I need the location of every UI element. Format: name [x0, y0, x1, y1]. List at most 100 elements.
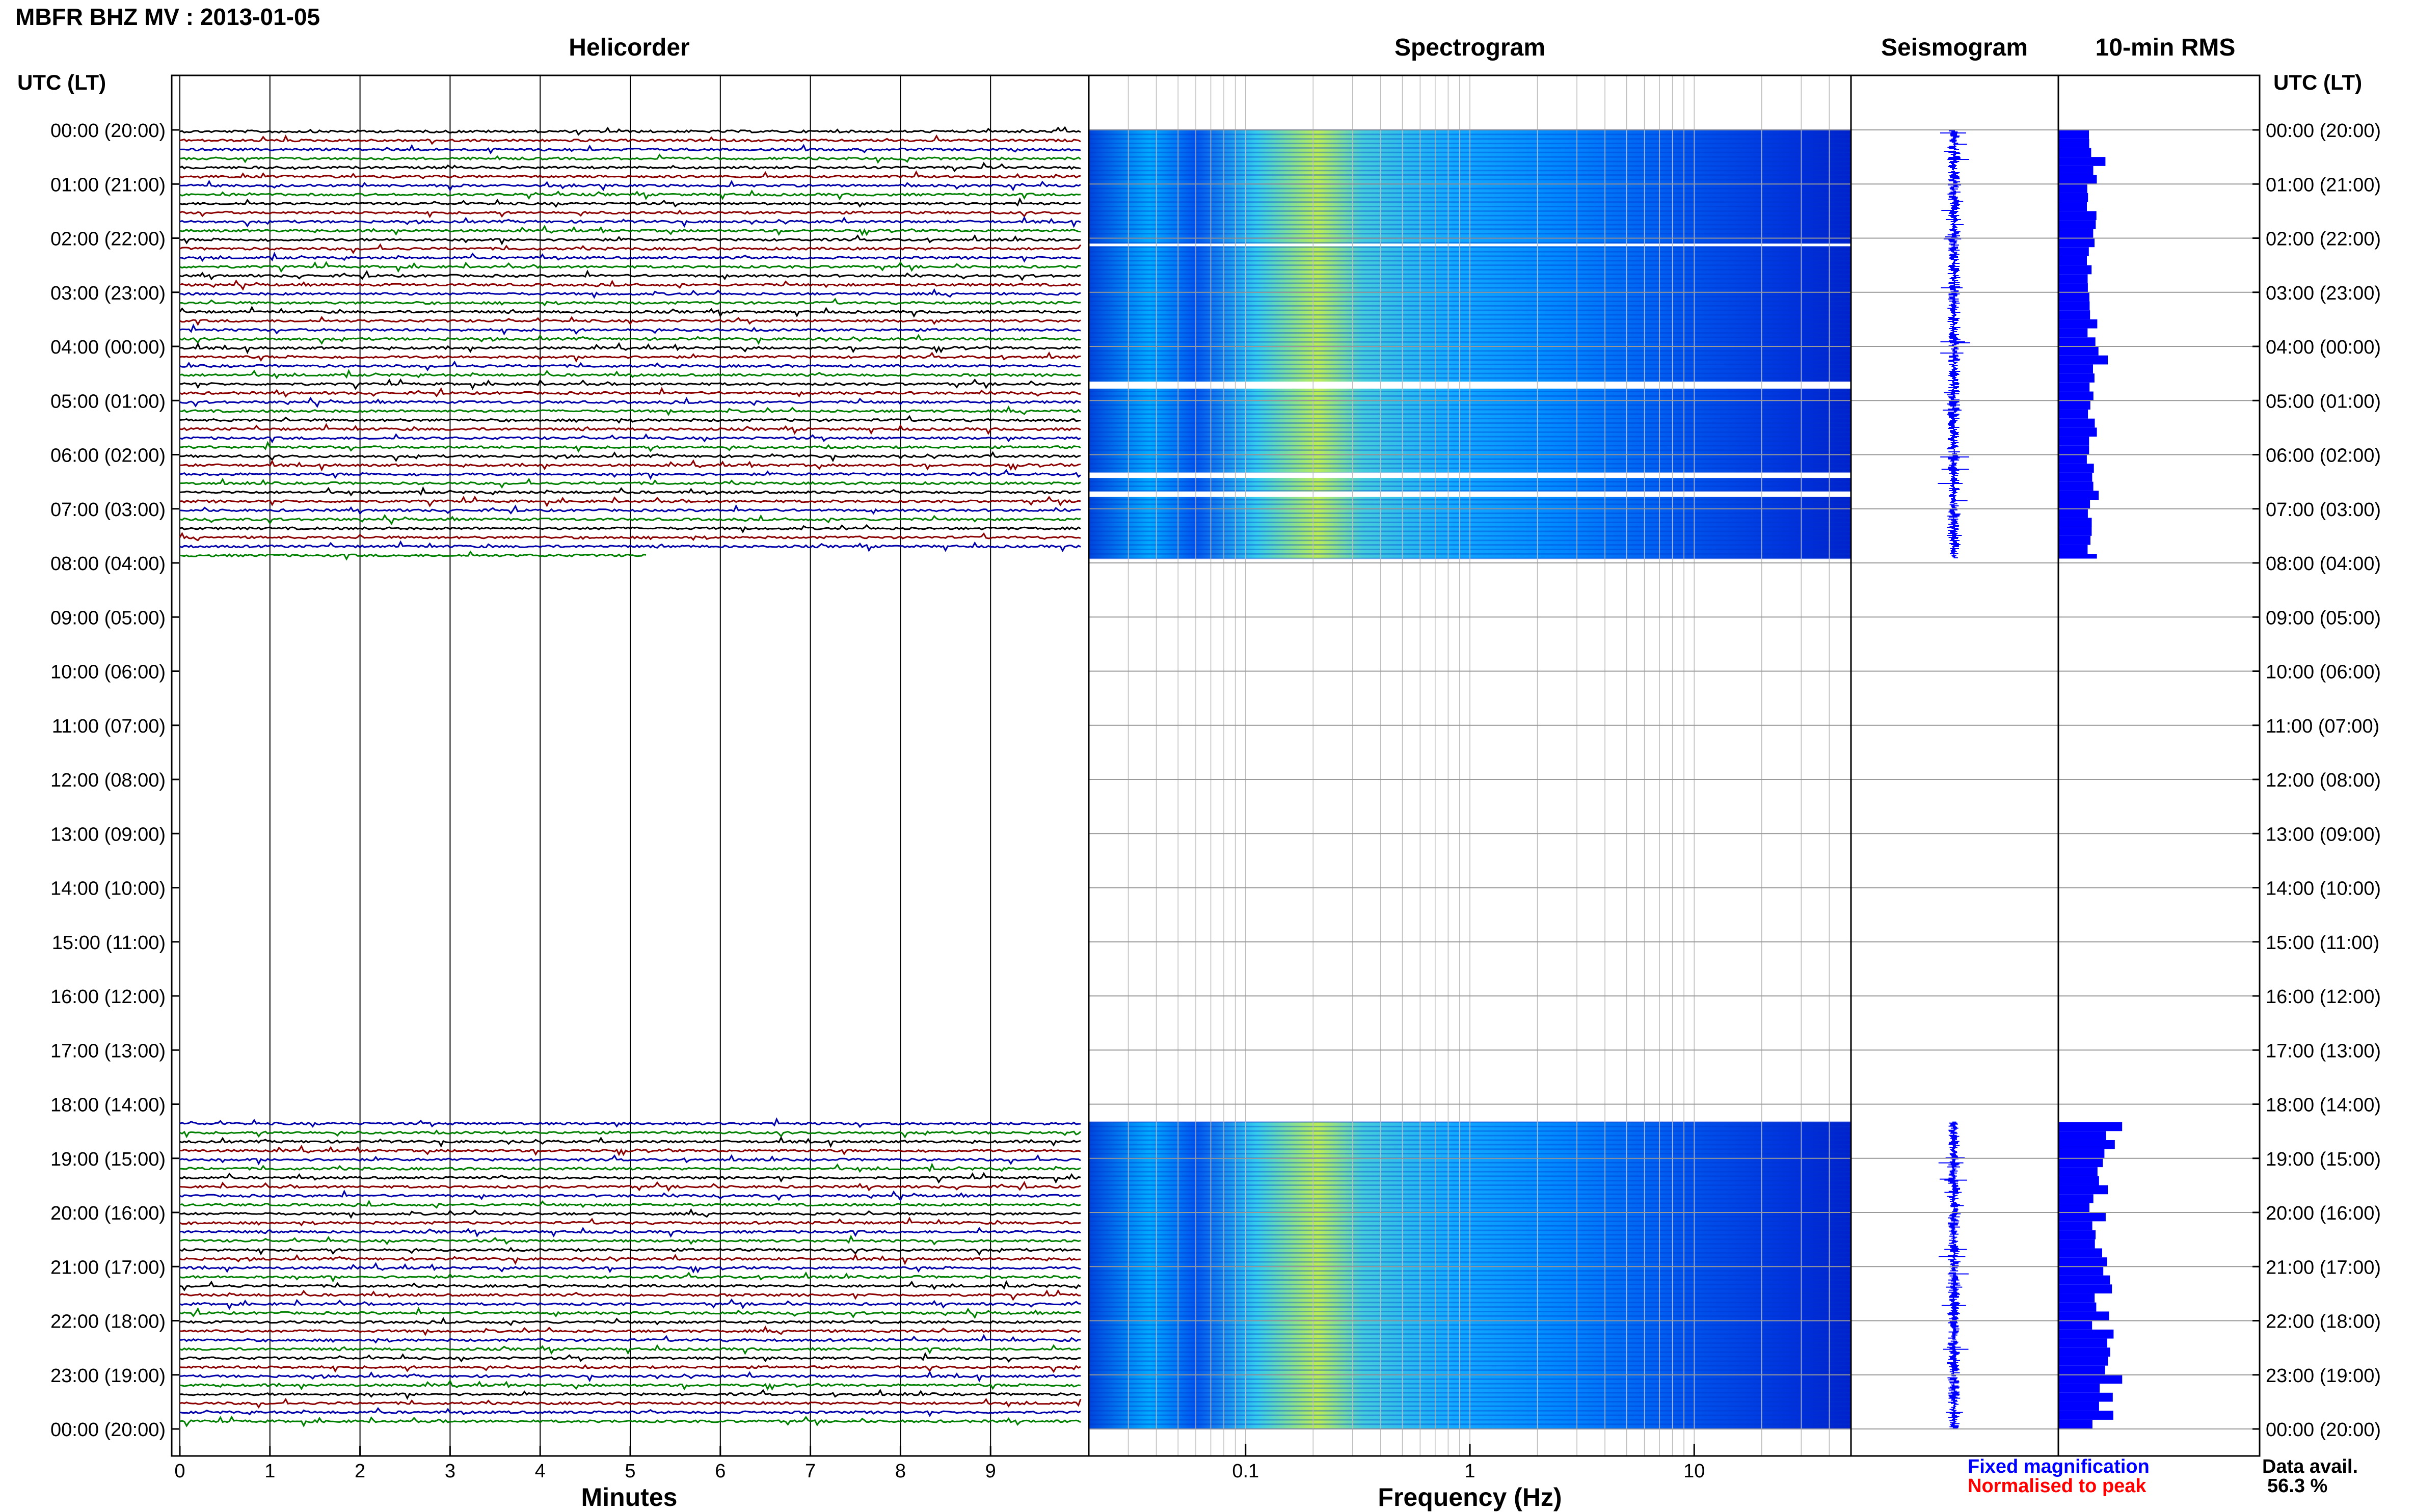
- rms-title: 10-min RMS: [2096, 34, 2236, 62]
- rms-bar: [2058, 364, 2093, 373]
- figure-title: MBFR BHZ MV : 2013-01-05: [15, 3, 320, 31]
- rms-bar: [2058, 229, 2093, 238]
- rms-bar: [2058, 410, 2088, 419]
- rms-bar: [2058, 554, 2097, 558]
- time-label-left: 03:00 (23:00): [50, 283, 166, 304]
- time-label-right: 06:00 (02:00): [2266, 445, 2381, 467]
- time-label-right: 03:00 (23:00): [2266, 283, 2381, 304]
- time-label-left: 00:00 (20:00): [50, 120, 166, 142]
- minute-tick-label: 8: [895, 1461, 906, 1482]
- rms-bar: [2058, 1366, 2105, 1375]
- rms-bar: [2058, 455, 2087, 464]
- rms-bar: [2058, 1276, 2110, 1285]
- time-label-left: 11:00 (07:00): [52, 716, 166, 737]
- time-label-left: 09:00 (05:00): [50, 607, 166, 629]
- time-label-left: 04:00 (00:00): [50, 337, 166, 358]
- minute-tick-label: 5: [625, 1461, 635, 1482]
- rms-bar: [2058, 427, 2097, 437]
- rms-bar: [2058, 1167, 2098, 1176]
- data-avail-label: Data avail.: [2262, 1456, 2358, 1478]
- rms-bar: [2058, 184, 2087, 193]
- spectrogram-tick-label: 0.1: [1232, 1461, 1259, 1482]
- rms-bar: [2058, 1384, 2100, 1393]
- rms-bar: [2058, 346, 2099, 356]
- time-label-right: 01:00 (21:00): [2266, 174, 2381, 196]
- rms-bar: [2058, 1320, 2092, 1330]
- rms-bar: [2058, 383, 2089, 392]
- rms-bar: [2058, 1221, 2092, 1230]
- rms-bar: [2058, 319, 2097, 329]
- minute-tick-label: 0: [174, 1461, 185, 1482]
- time-label-right: 23:00 (19:00): [2266, 1365, 2381, 1387]
- minute-tick-label: 6: [715, 1461, 726, 1482]
- time-label-right: 02:00 (22:00): [2266, 229, 2381, 250]
- rms-bar: [2058, 310, 2090, 319]
- time-label-left: 15:00 (11:00): [52, 932, 166, 954]
- time-label-left: 06:00 (02:00): [50, 445, 166, 467]
- time-label-right: 12:00 (08:00): [2266, 770, 2381, 791]
- rms-bar: [2058, 419, 2095, 428]
- time-label-left: 08:00 (04:00): [50, 553, 166, 575]
- time-label-right: 15:00 (11:00): [2266, 932, 2379, 954]
- rms-bar: [2058, 1311, 2109, 1320]
- rms-bar: [2058, 1347, 2110, 1357]
- rms-bar: [2058, 509, 2088, 518]
- time-label-right: 10:00 (06:00): [2266, 662, 2381, 683]
- time-label-left: 07:00 (03:00): [50, 499, 166, 521]
- minute-tick-label: 2: [355, 1461, 365, 1482]
- rms-bar: [2058, 545, 2087, 554]
- rms-bar: [2058, 148, 2091, 157]
- rms-bar: [2058, 202, 2087, 211]
- rms-bar: [2058, 1140, 2115, 1149]
- rms-bar: [2058, 1203, 2089, 1212]
- time-label-left: 10:00 (06:00): [50, 662, 166, 683]
- time-label-right: 00:00 (20:00): [2266, 120, 2381, 142]
- rms-bar: [2058, 464, 2094, 473]
- time-label-right: 14:00 (10:00): [2266, 878, 2381, 900]
- rms-bar: [2058, 1339, 2107, 1348]
- time-label-left: 01:00 (21:00): [50, 174, 166, 196]
- rms-bar: [2058, 130, 2089, 139]
- rms-bar: [2058, 373, 2095, 383]
- rms-bar: [2058, 238, 2095, 248]
- rms-bar: [2058, 274, 2088, 283]
- minute-tick-label: 7: [805, 1461, 816, 1482]
- helicorder-title: Helicorder: [569, 34, 689, 62]
- rms-bar: [2058, 356, 2108, 365]
- seismogram-trace: [1939, 1122, 1969, 1429]
- rms-bar: [2058, 139, 2089, 148]
- time-label-right: 13:00 (09:00): [2266, 824, 2381, 845]
- rms-bar: [2058, 1303, 2096, 1312]
- rms-bar: [2058, 473, 2092, 482]
- minute-tick-label: 9: [985, 1461, 996, 1482]
- spectrogram-title: Spectrogram: [1394, 34, 1545, 62]
- rms-bar: [2058, 446, 2089, 455]
- time-label-left: 17:00 (13:00): [50, 1040, 166, 1062]
- rms-bar: [2058, 265, 2091, 275]
- rms-bar: [2058, 1293, 2095, 1303]
- rms-bar: [2058, 301, 2089, 310]
- rms-bar: [2058, 1131, 2106, 1140]
- spectrogram-panel: [1089, 75, 1851, 1456]
- rms-bar: [2058, 536, 2090, 545]
- rms-bar: [2058, 1194, 2094, 1203]
- rms-bar: [2058, 1212, 2106, 1222]
- rms-bar: [2058, 283, 2088, 292]
- rms-bar: [2058, 329, 2087, 338]
- rms-bar: [2058, 437, 2089, 446]
- time-label-right: 22:00 (18:00): [2266, 1311, 2381, 1333]
- rms-bar: [2058, 1230, 2096, 1239]
- rms-bar: [2058, 1284, 2112, 1293]
- spectrogram-xlabel: Frequency (Hz): [1378, 1482, 1562, 1512]
- rms-bar: [2058, 1122, 2122, 1131]
- time-label-left: 00:00 (20:00): [50, 1419, 166, 1441]
- time-label-left: 12:00 (08:00): [50, 770, 166, 791]
- time-label-left: 20:00 (16:00): [50, 1203, 166, 1224]
- time-label-right: 20:00 (16:00): [2266, 1203, 2381, 1224]
- rms-bar: [2058, 1420, 2092, 1429]
- data-avail-value: 56.3 %: [2267, 1475, 2327, 1497]
- time-label-left: 14:00 (10:00): [50, 878, 166, 900]
- rms-bar: [2058, 256, 2087, 265]
- rms-bar: [2058, 1257, 2107, 1266]
- rms-bar: [2058, 175, 2097, 184]
